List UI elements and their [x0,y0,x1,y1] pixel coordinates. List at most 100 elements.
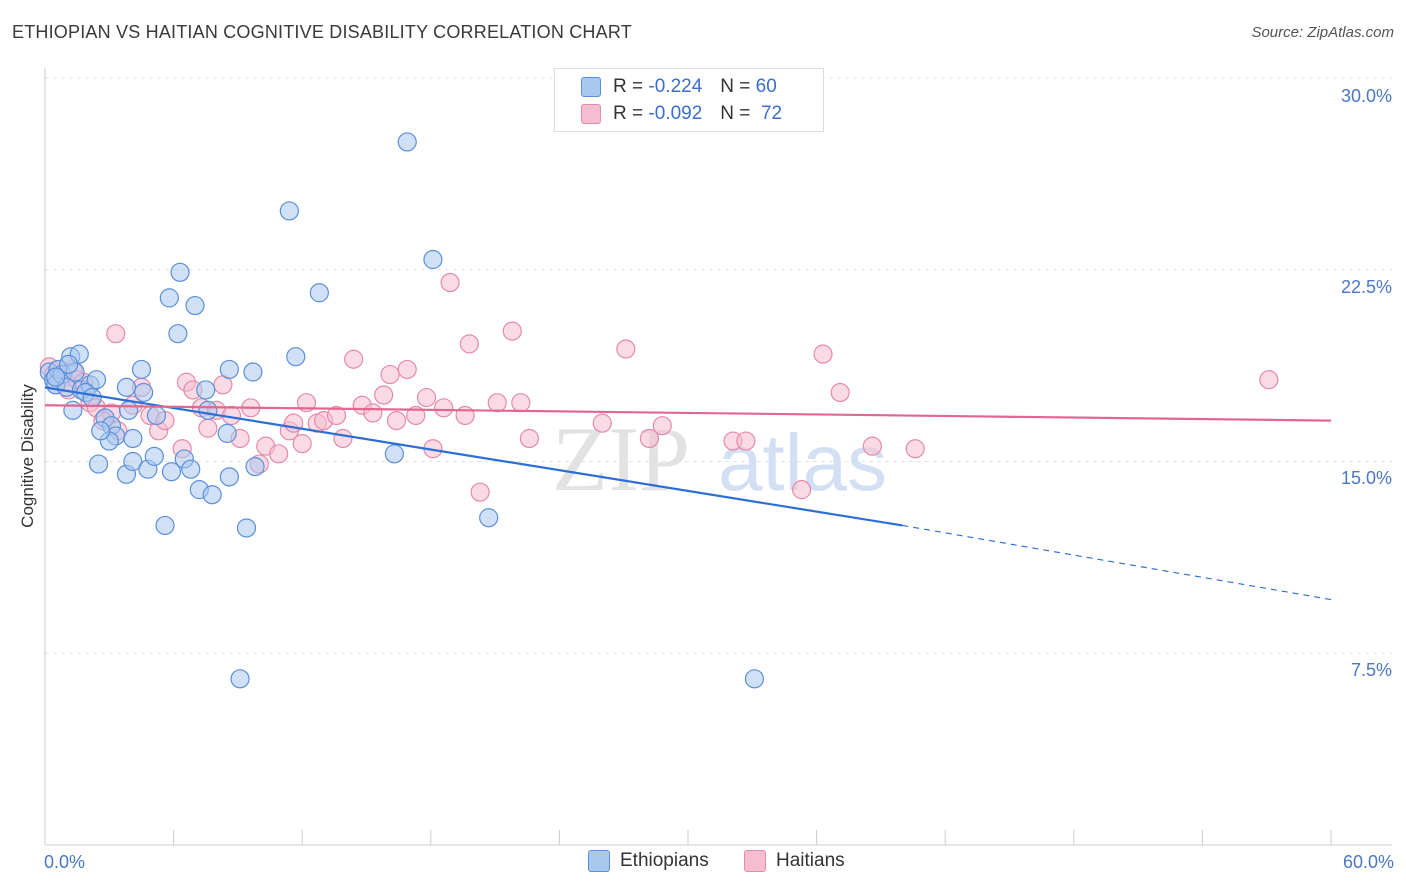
data-point [309,283,329,303]
legend-item-haitians: Haitians [744,850,845,872]
trend-line-ethiopians [44,386,903,527]
data-point [470,482,490,502]
data-point [219,467,239,487]
data-point [279,201,299,221]
data-point [63,400,83,420]
legend-n-label: N = [720,103,751,124]
data-point [830,382,850,403]
data-point [230,669,250,689]
data-point [133,382,154,403]
data-point [198,400,218,420]
legend-r-value: -0.224 [648,76,703,97]
data-point [652,416,672,436]
legend-swatch-haitians-bottom [744,850,766,872]
data-point [170,262,190,282]
y-tick-label-30: 30.0% [1340,86,1392,106]
data-point [82,387,102,408]
data-point [459,334,479,354]
trend-line-ethiopians-extension [902,524,1332,601]
data-point [1259,370,1279,390]
data-point [86,370,107,390]
data-point [813,344,833,364]
legend-row-haitians: R = -0.092 N = 72 [581,101,782,127]
data-point [905,439,925,459]
data-point [380,364,400,385]
legend-label-haitians: Haitians [776,850,845,871]
data-point [292,434,312,454]
data-point [159,288,179,308]
legend-item-ethiopians: Ethiopians [588,850,709,872]
data-point [269,444,289,464]
data-point [144,446,164,466]
data-point [168,324,188,344]
data-point [406,405,426,426]
legend-r-label: R = [613,76,644,97]
data-point [58,354,79,374]
data-point [519,428,539,449]
data-point [91,421,111,441]
data-point [744,669,765,689]
legend-swatch-ethiopians-bottom [588,850,610,872]
trend-line-haitians [44,404,1332,422]
data-point [196,380,216,400]
data-point [397,359,417,380]
data-point [236,518,257,538]
data-point [384,444,404,464]
data-point [502,321,522,341]
data-point [131,359,152,380]
data-point [326,405,347,426]
data-point [736,431,756,451]
data-point [181,459,201,479]
y-tick-label-15: 15.0% [1340,468,1392,488]
data-point [118,400,139,420]
data-point [88,454,109,474]
data-point [146,405,167,426]
legend-r-label: R = [613,103,644,124]
data-point [155,515,175,536]
data-point [639,428,660,449]
legend-stats: R = -0.224 N = 60 R = -0.092 N = 72 [554,68,824,132]
data-point [440,272,460,293]
data-point [296,393,317,413]
data-point [333,428,353,449]
legend-row-ethiopians: R = -0.224 N = 60 [581,74,777,100]
legend-n-label: N = [720,76,751,97]
data-point [363,403,383,423]
data-point [616,339,636,359]
legend-swatch-haitians [581,104,601,124]
data-point [511,393,531,413]
data-point [862,436,882,456]
data-point [479,508,499,528]
data-point [286,347,306,367]
legend-n-value: 60 [755,76,777,97]
data-point [219,359,239,380]
data-point [185,295,205,316]
data-point [161,462,182,482]
data-point [46,367,66,387]
data-point [434,398,454,418]
y-tick-label-22-5: 22.5% [1340,277,1392,297]
series-ethiopians [39,132,765,689]
data-point [123,428,143,449]
legend-n-value: 72 [760,103,783,124]
data-point [245,457,265,477]
data-point [386,410,407,431]
data-point [344,349,364,369]
data-point [487,393,507,413]
y-tick-label-7-5: 7.5% [1350,660,1392,680]
source-label: Source: ZipAtlas.com [1251,24,1394,41]
legend-swatch-ethiopians [581,77,601,97]
x-tick-label-min: 0.0% [44,852,86,872]
data-point [202,485,222,505]
data-point [374,385,394,405]
data-point [123,451,143,472]
data-point [592,413,612,433]
data-point [423,249,443,270]
data-point [116,377,137,397]
axes [44,68,1392,846]
data-point [243,362,263,382]
data-point [416,387,437,408]
data-point [106,324,126,344]
x-tick-label-max: 60.0% [1342,852,1394,872]
